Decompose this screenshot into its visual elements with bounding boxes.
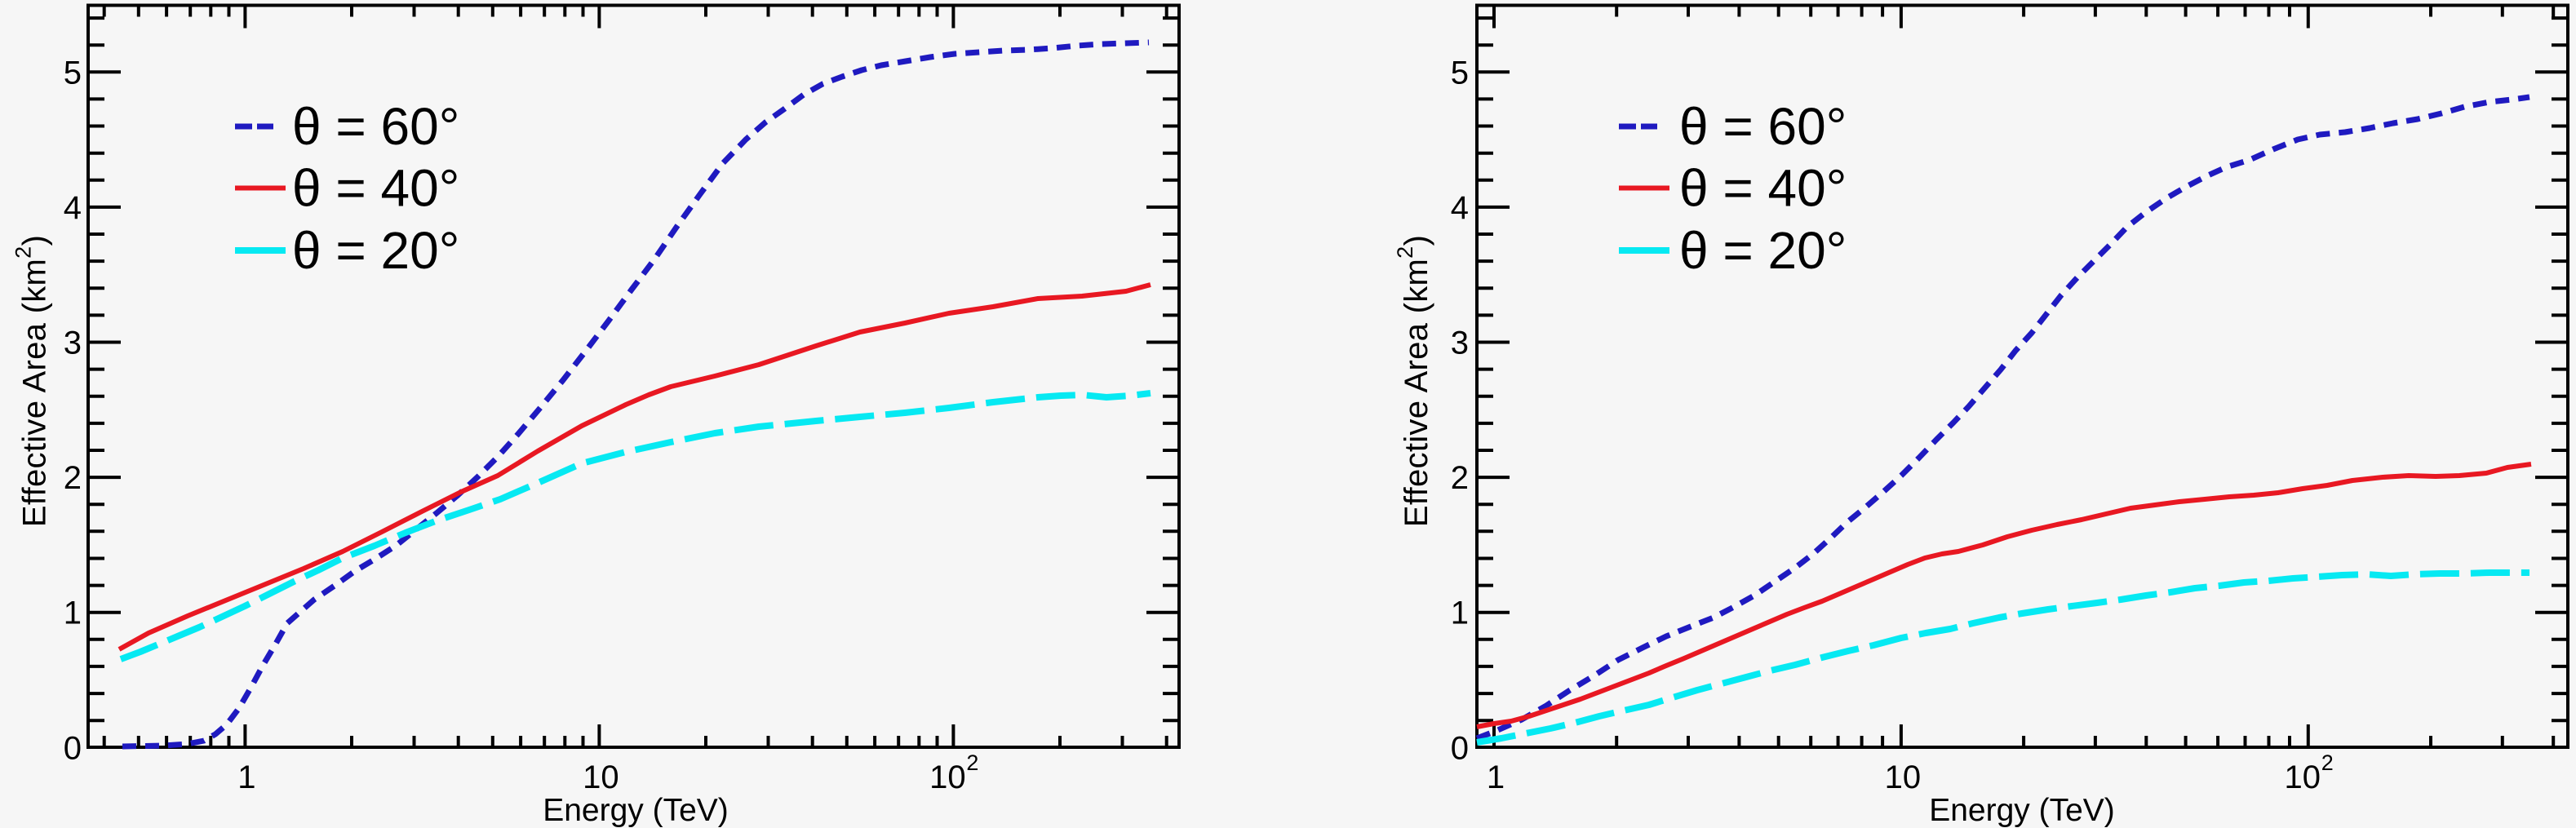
svg-text:3: 3 — [1451, 325, 1469, 361]
svg-text:1: 1 — [237, 759, 255, 795]
svg-text:2: 2 — [1451, 460, 1469, 496]
svg-text:1: 1 — [1451, 596, 1469, 631]
svg-text:θ = 20°: θ = 20° — [1679, 221, 1847, 280]
svg-text:2: 2 — [966, 751, 978, 775]
svg-text:5: 5 — [64, 55, 82, 91]
svg-text:2: 2 — [2321, 751, 2334, 775]
svg-text:1: 1 — [1487, 759, 1505, 795]
svg-text:θ = 20°: θ = 20° — [292, 221, 459, 280]
svg-text:θ = 60°: θ = 60° — [292, 97, 459, 156]
svg-text:Effective Area (km2): Effective Area (km2) — [1393, 235, 1434, 527]
svg-text:θ = 40°: θ = 40° — [1679, 159, 1847, 218]
svg-text:4: 4 — [1451, 190, 1469, 226]
svg-text:θ = 40°: θ = 40° — [292, 159, 459, 218]
svg-text:5: 5 — [1451, 55, 1469, 91]
svg-text:0: 0 — [1451, 730, 1469, 766]
svg-text:0: 0 — [64, 730, 82, 766]
svg-text:1: 1 — [64, 596, 82, 631]
svg-text:4: 4 — [64, 190, 82, 226]
svg-text:10: 10 — [1885, 759, 1922, 795]
svg-text:Energy (TeV): Energy (TeV) — [1929, 793, 2115, 828]
svg-text:θ = 60°: θ = 60° — [1679, 97, 1847, 156]
svg-text:10: 10 — [2285, 759, 2321, 795]
svg-text:Energy (TeV): Energy (TeV) — [543, 793, 729, 828]
svg-text:Effective Area (km2): Effective Area (km2) — [11, 235, 53, 527]
svg-text:10: 10 — [583, 759, 619, 795]
svg-text:10: 10 — [929, 759, 966, 795]
svg-text:2: 2 — [64, 460, 82, 496]
svg-text:3: 3 — [64, 325, 82, 361]
